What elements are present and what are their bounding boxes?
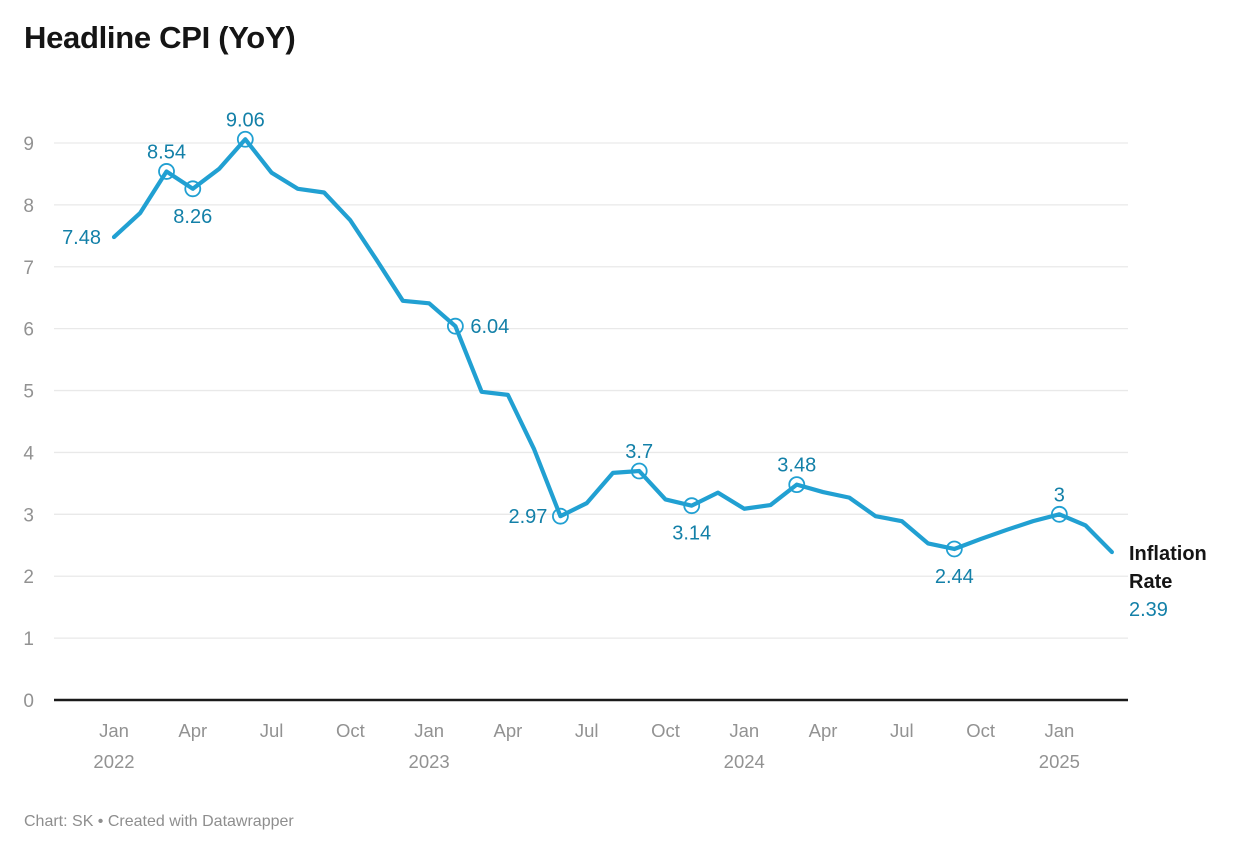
x-axis-tick-label: Oct bbox=[651, 720, 680, 741]
x-axis-tick-label: Jul bbox=[575, 720, 599, 741]
y-axis-tick-label: 1 bbox=[23, 629, 34, 650]
data-label: 7.48 bbox=[62, 227, 101, 249]
x-axis-tick-label: Jan bbox=[414, 720, 444, 741]
data-label: 9.06 bbox=[226, 109, 265, 131]
series-legend-value: 2.39 bbox=[1129, 599, 1168, 621]
point-marker bbox=[446, 317, 464, 335]
data-label: 3.7 bbox=[625, 441, 653, 463]
series-legend-label: Inflation Rate bbox=[1129, 543, 1207, 593]
point-marker bbox=[945, 540, 963, 558]
point-marker bbox=[552, 507, 569, 525]
point-marker bbox=[630, 462, 648, 480]
x-axis-year-label: 2023 bbox=[409, 751, 450, 772]
x-axis-year-label: 2024 bbox=[724, 751, 765, 772]
y-axis-tick-label: 6 bbox=[23, 320, 34, 341]
x-axis-tick-label: Jul bbox=[890, 720, 914, 741]
point-marker bbox=[236, 130, 254, 148]
x-axis-tick-label: Apr bbox=[178, 720, 207, 741]
x-axis-tick-label: Jan bbox=[1044, 720, 1074, 741]
data-label: 3 bbox=[1054, 484, 1065, 506]
x-axis-year-label: 2022 bbox=[93, 751, 134, 772]
point-marker bbox=[1050, 505, 1068, 523]
x-axis-year-label: 2025 bbox=[1039, 751, 1080, 772]
y-axis-tick-label: 3 bbox=[23, 505, 34, 526]
x-axis-tick-label: Oct bbox=[966, 720, 995, 741]
x-axis-tick-label: Jul bbox=[260, 720, 284, 741]
x-axis-tick-label: Jan bbox=[729, 720, 759, 741]
data-label: 2.44 bbox=[935, 566, 974, 588]
data-label: 8.26 bbox=[173, 206, 212, 228]
point-marker bbox=[788, 476, 806, 494]
y-axis-tick-label: 8 bbox=[23, 196, 34, 217]
x-axis-tick-label: Jan bbox=[99, 720, 129, 741]
inflation-line bbox=[111, 137, 1114, 555]
y-axis-tick-label: 2 bbox=[23, 567, 34, 588]
point-marker bbox=[158, 163, 175, 180]
data-label: 6.04 bbox=[470, 316, 509, 338]
chart-title: Headline CPI (YoY) bbox=[24, 20, 296, 55]
y-axis-tick-label: 4 bbox=[23, 443, 34, 464]
x-axis-tick-label: Oct bbox=[336, 720, 365, 741]
y-axis-tick-label: 0 bbox=[23, 691, 34, 712]
chart-footer: Chart: SK • Created with Datawrapper bbox=[24, 813, 294, 830]
point-marker bbox=[184, 180, 202, 198]
x-axis-tick-label: Apr bbox=[809, 720, 838, 741]
y-axis-tick-label: 5 bbox=[23, 382, 34, 403]
data-label: 3.14 bbox=[672, 523, 711, 545]
data-label: 3.48 bbox=[777, 455, 816, 477]
point-marker bbox=[683, 497, 701, 515]
data-label: 2.97 bbox=[508, 506, 547, 528]
y-axis-tick-label: 7 bbox=[23, 258, 34, 279]
y-axis-tick-label: 9 bbox=[23, 134, 34, 155]
series-legend: Inflation Rate 2.39 bbox=[1129, 540, 1235, 624]
data-label: 8.54 bbox=[147, 141, 186, 163]
x-axis-tick-label: Apr bbox=[494, 720, 523, 741]
cpi-line-chart: 0 1 2 3 4 5 6 7 8 9 Jan 2022 Apr Jul Oct Jan 2023 Apr Jul O… bbox=[23, 109, 1128, 772]
